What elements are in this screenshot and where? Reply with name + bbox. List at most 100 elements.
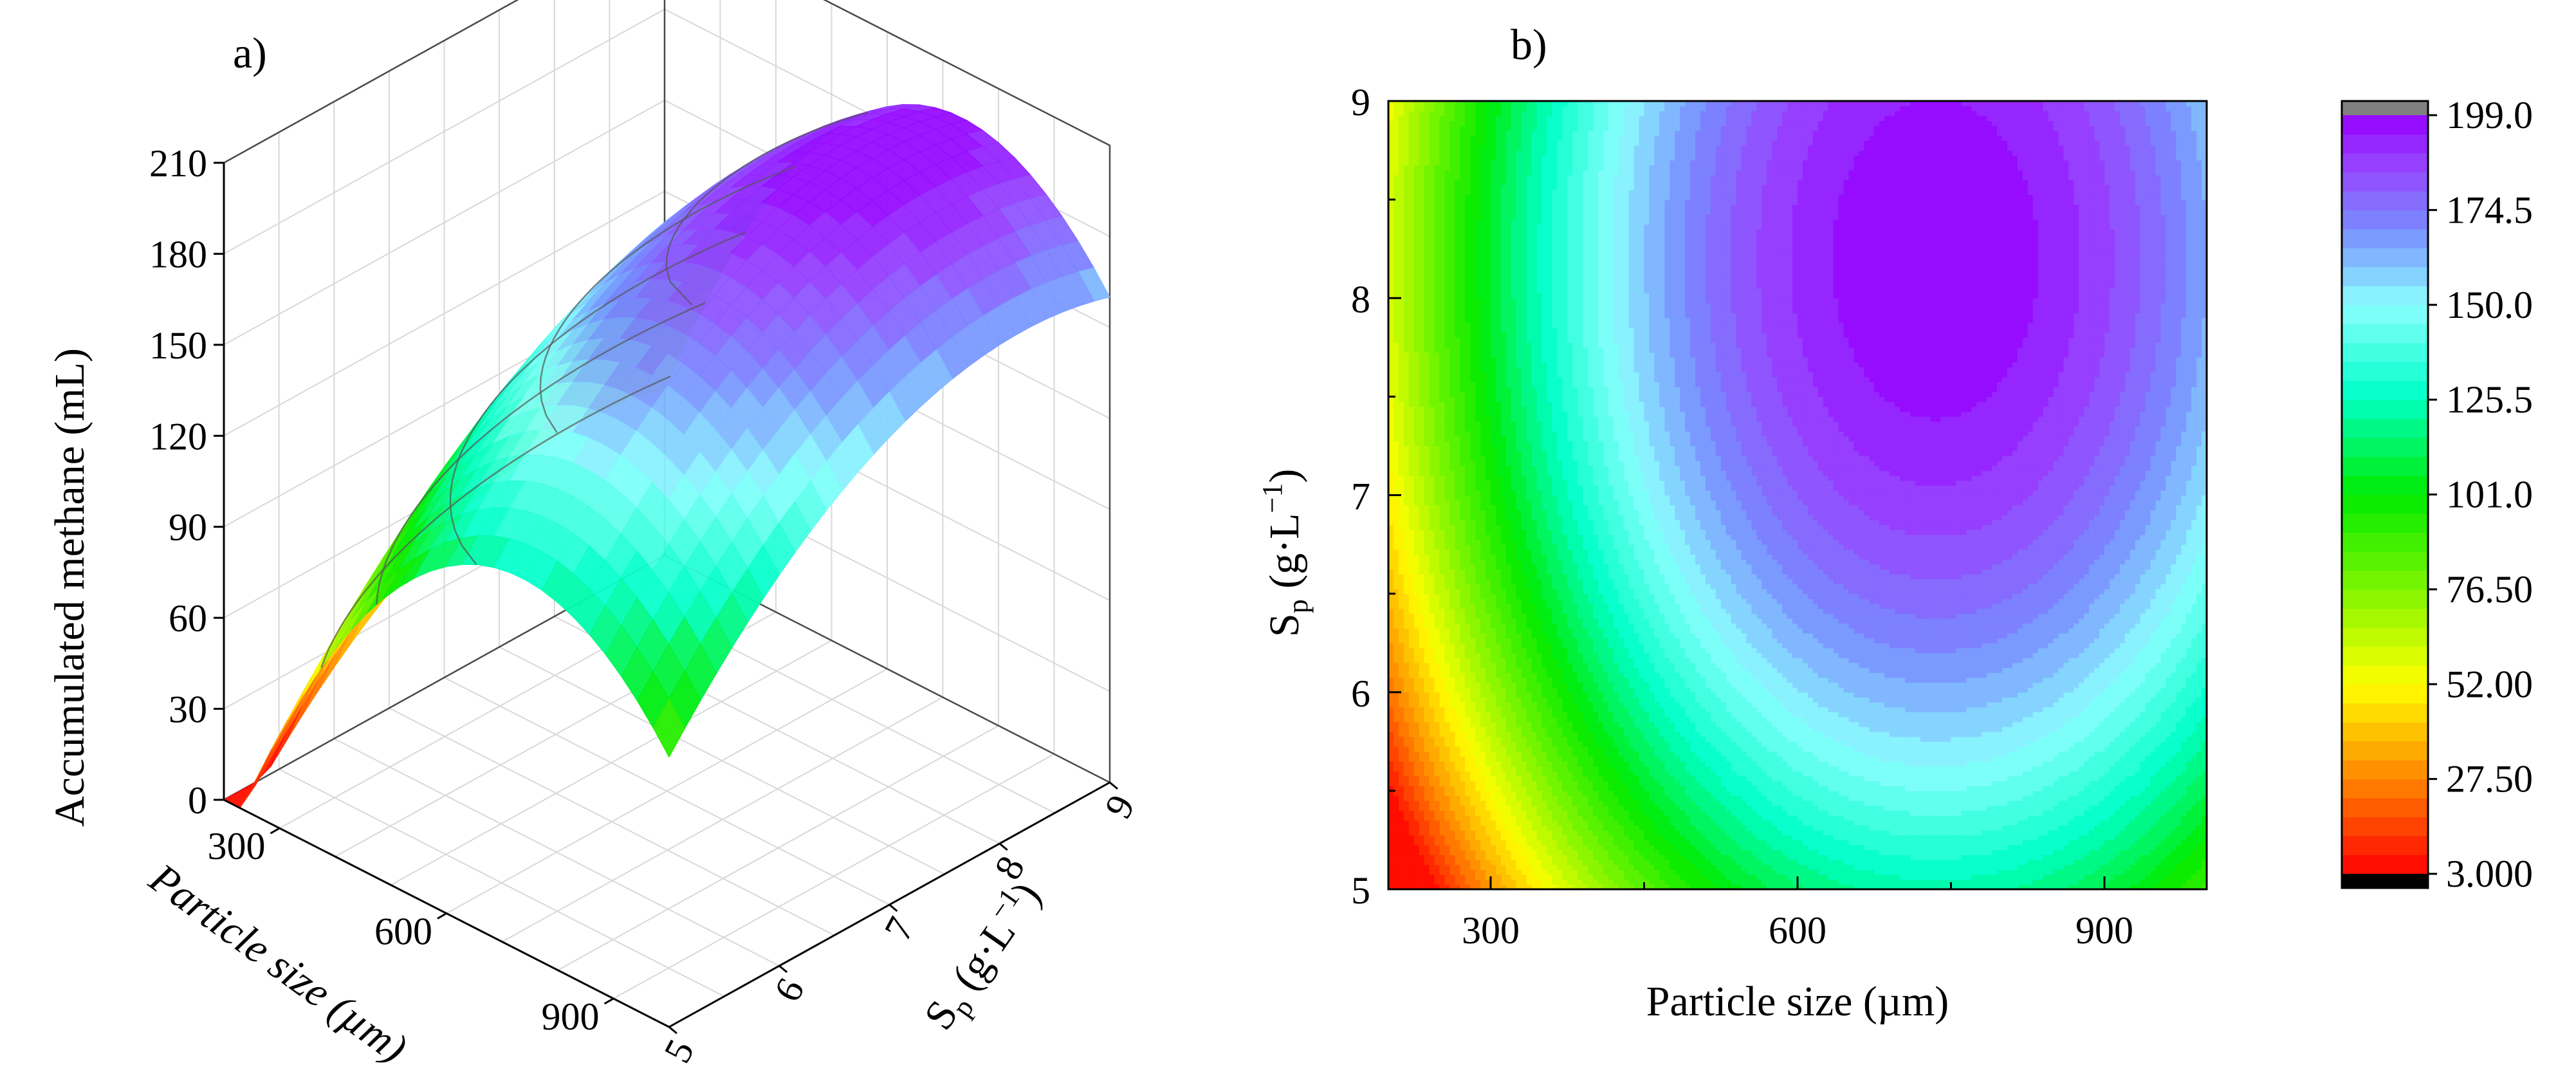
- contour-cell: [1424, 431, 1430, 436]
- contour-cell: [1444, 880, 1450, 885]
- contour-cell: [1394, 820, 1399, 826]
- contour-cell: [1424, 544, 1430, 550]
- contour-cell: [1399, 653, 1404, 658]
- contour-cell: [1435, 382, 1440, 387]
- contour-cell: [1435, 687, 1440, 692]
- contour-cell: [1435, 446, 1440, 451]
- contour-cell: [1419, 436, 1425, 441]
- contour-cell: [1424, 860, 1430, 865]
- contour-cell: [1404, 485, 1410, 490]
- contour-cell: [1409, 308, 1415, 313]
- contour-cell: [1435, 461, 1440, 466]
- contour-cell: [1444, 515, 1450, 520]
- contour-cell: [1419, 451, 1425, 456]
- contour-cell: [1414, 219, 1420, 225]
- contour-cell: [1414, 190, 1420, 195]
- contour-cell: [1394, 732, 1399, 737]
- contour-cell: [1444, 800, 1450, 806]
- contour-cell: [1444, 594, 1450, 599]
- contour-cell: [1399, 648, 1404, 653]
- panel-a-y-axis-label: Sp (g·L−1): [912, 871, 1055, 1042]
- contour-cell: [1444, 638, 1450, 643]
- contour-cell: [1435, 766, 1440, 772]
- contour-cell: [1430, 786, 1435, 791]
- contour-cell: [1444, 678, 1450, 683]
- contour-cell: [1419, 505, 1425, 510]
- contour-cell: [1394, 697, 1399, 702]
- contour-cell: [1444, 559, 1450, 564]
- contour-cell: [1424, 520, 1430, 525]
- contour-cell: [1435, 185, 1440, 190]
- contour-cell: [1430, 224, 1435, 229]
- contour-cell: [1440, 476, 1446, 481]
- contour-cell: [1430, 840, 1435, 845]
- contour-cell: [1424, 761, 1430, 766]
- contour-cell: [1430, 382, 1435, 387]
- contour-cell: [1424, 672, 1430, 678]
- contour-cell: [1435, 347, 1440, 353]
- contour-cell: [1399, 283, 1404, 288]
- contour-cell: [1394, 151, 1399, 156]
- contour-cell: [1409, 495, 1415, 501]
- contour-cell: [1394, 530, 1399, 535]
- contour-cell: [1404, 160, 1410, 165]
- contour-cell: [1414, 722, 1420, 727]
- contour-cell: [1430, 806, 1435, 811]
- contour-cell: [1414, 860, 1420, 865]
- contour-cell: [1414, 155, 1420, 160]
- contour-cell: [1404, 338, 1410, 343]
- contour-cell: [1440, 318, 1446, 323]
- contour-cell: [1430, 515, 1435, 520]
- contour-cell: [1409, 402, 1415, 407]
- contour-cell: [1409, 333, 1415, 338]
- contour-cell: [1444, 653, 1450, 658]
- contour-cell: [1409, 737, 1415, 742]
- contour-cell: [1399, 367, 1404, 372]
- contour-cell: [1404, 461, 1410, 466]
- contour-cell: [1424, 318, 1430, 323]
- contour-cell: [1414, 347, 1420, 353]
- contour-cell: [1419, 850, 1425, 855]
- contour-cell: [1440, 214, 1446, 219]
- contour-cell: [1409, 726, 1415, 732]
- contour-cell: [1404, 633, 1410, 638]
- contour-cell: [1404, 850, 1410, 855]
- contour-cell: [1399, 604, 1404, 609]
- y-tick-label: 9: [1096, 788, 1143, 825]
- contour-cell: [1419, 761, 1425, 766]
- contour-cell: [1419, 421, 1425, 427]
- contour-cell: [1440, 653, 1446, 658]
- contour-cell: [1399, 372, 1404, 377]
- contour-cell: [1424, 869, 1430, 874]
- contour-cell: [1394, 741, 1399, 746]
- contour-cell: [1409, 288, 1415, 293]
- contour-cell: [1435, 426, 1440, 431]
- contour-cell: [1424, 741, 1430, 746]
- contour-cell: [1419, 160, 1425, 165]
- contour-cell: [1399, 199, 1404, 205]
- contour-cell: [1444, 741, 1450, 746]
- contour-cell: [1404, 569, 1410, 574]
- contour-cell: [1414, 461, 1420, 466]
- contour-cell: [1419, 515, 1425, 520]
- contour-cell: [1430, 624, 1435, 629]
- contour-cell: [1444, 737, 1450, 742]
- contour-cell: [1435, 402, 1440, 407]
- contour-cell: [1414, 185, 1420, 190]
- contour-cell: [1440, 234, 1446, 239]
- contour-cell: [1414, 865, 1420, 870]
- contour-cell: [1424, 387, 1430, 392]
- contour-cell: [1394, 712, 1399, 717]
- contour-cell: [1424, 259, 1430, 264]
- contour-cell: [1394, 229, 1399, 234]
- contour-cell: [1399, 825, 1404, 830]
- contour-cell: [1394, 382, 1399, 387]
- contour-cell: [1430, 175, 1435, 180]
- contour-cell: [1399, 485, 1404, 490]
- contour-cell: [1424, 160, 1430, 165]
- contour-cell: [1435, 820, 1440, 826]
- contour-cell: [1404, 707, 1410, 712]
- contour-cell: [1394, 160, 1399, 165]
- contour-cell: [1414, 224, 1420, 229]
- contour-cell: [1414, 402, 1420, 407]
